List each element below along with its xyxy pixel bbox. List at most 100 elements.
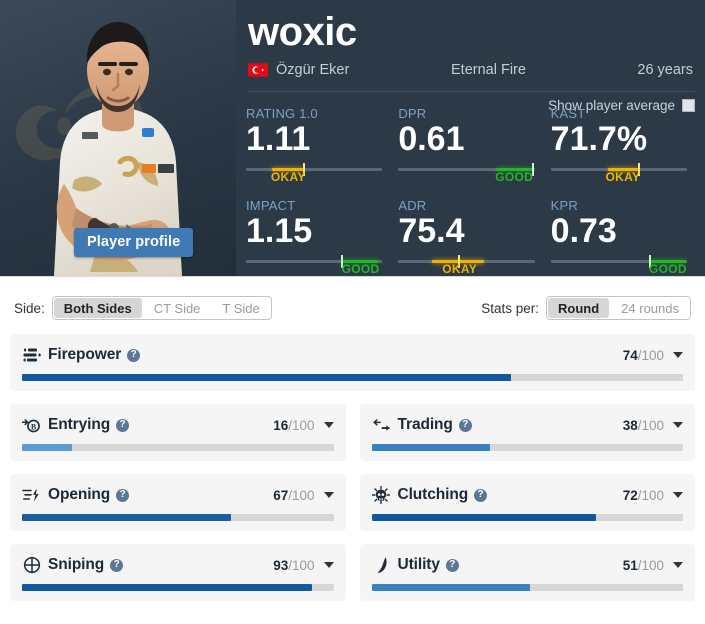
skill-progress-track [22,444,334,451]
stat-label: KAST [550,106,586,121]
utility-icon [372,556,391,575]
stat-quality: GOOD [648,262,687,276]
skill-progress-fill [22,514,231,521]
stat-value: 71.7% [550,120,648,158]
skill-card-utility[interactable]: Utility ? 51/100 [359,544,695,601]
skill-progress-track [22,514,334,521]
skill-title: Entrying [48,416,111,433]
side-filter: Side: Both Sides CT Side T Side [14,296,272,320]
side-segmented-control[interactable]: Both Sides CT Side T Side [51,296,272,320]
stat-dpr: DPR 0.61 GOOD [398,106,542,184]
chevron-down-icon[interactable] [673,352,683,358]
skill-score: 38/100 [622,417,664,433]
stat-quality: OKAY [442,262,478,276]
stat-quality: GOOD [341,262,380,276]
chevron-down-icon[interactable] [673,562,683,568]
side-option-t[interactable]: T Side [211,297,270,319]
stats-per-filter: Stats per: Round 24 rounds [481,296,691,320]
stat-value: 1.11 [246,120,311,158]
stat-kpr: KPR 0.73 GOOD [550,198,695,276]
skill-card-opening[interactable]: Opening ? 67/100 [10,474,346,531]
skill-progress-track [22,374,683,381]
chevron-down-icon[interactable] [673,422,683,428]
skill-cards: Firepower ? 74/100 B [10,334,695,601]
player-info-panel: woxic Özgür Eker Eternal Fire 26 years S… [236,0,705,276]
chevron-down-icon[interactable] [323,562,334,568]
svg-text:B: B [31,422,37,431]
stat-value: 0.61 [398,120,465,158]
opening-icon [22,486,41,505]
skill-title: Trading [397,416,453,433]
player-header: Player profile woxic Özgür Eker Eternal … [0,0,705,276]
skill-score: 72/100 [622,487,664,503]
skill-title: Clutching [397,486,469,503]
skill-progress-fill [22,584,312,591]
skill-progress-track [371,584,683,591]
skill-title: Sniping [48,556,105,573]
stat-quality: OKAY [270,170,306,184]
show-player-average-checkbox[interactable] [682,99,695,112]
stat-label: DPR [398,106,427,121]
help-icon[interactable]: ? [116,418,130,432]
side-option-both[interactable]: Both Sides [53,298,142,318]
stat-rating: RATING 1.0 1.11 OKAY [246,106,390,184]
skill-card-sniping[interactable]: Sniping ? 93/100 [10,544,346,601]
firepower-icon [22,346,41,365]
stats-per-label: Stats per: [481,300,540,316]
stat-quality: OKAY [605,170,641,184]
key-stats-grid: RATING 1.0 1.11 OKAY DPR 0.61 GOOD [246,106,695,276]
skill-card-clutching[interactable]: Clutching ? 72/100 [359,474,695,531]
stats-per-segmented-control[interactable]: Round 24 rounds [546,296,691,320]
trading-icon [372,416,391,435]
stat-value: 0.73 [550,212,617,250]
player-photo-panel: Player profile [0,0,236,276]
stat-bar: OKAY [398,255,535,276]
skill-score: 51/100 [622,557,664,573]
skill-progress-fill [371,584,531,591]
skill-title: Firepower [48,346,122,363]
stat-label: RATING 1.0 [246,106,318,121]
skill-progress-fill [371,514,596,521]
skill-card-trading[interactable]: Trading ? 38/100 [359,404,695,461]
help-icon[interactable]: ? [474,488,488,502]
player-profile-button[interactable]: Player profile [74,228,194,257]
stats-per-option-rounds[interactable]: 24 rounds [610,297,690,319]
chevron-down-icon[interactable] [673,492,683,498]
show-player-average-row[interactable]: Show player average [248,91,695,113]
entrying-icon: B [22,416,41,435]
skills-panel: Side: Both Sides CT Side T Side Stats pe… [0,276,705,624]
skill-score: 67/100 [273,487,315,503]
player-team: Eternal Fire [451,62,526,78]
clutching-icon [372,486,391,505]
stat-label: ADR [398,198,427,213]
skill-card-entrying[interactable]: B Entrying ? 16/100 [10,404,346,461]
stats-per-option-round[interactable]: Round [548,298,610,318]
stat-value: 75.4 [398,212,465,250]
help-icon[interactable]: ? [110,558,124,572]
sniping-icon [22,556,41,575]
stat-quality: GOOD [495,170,534,184]
chevron-down-icon[interactable] [323,492,334,498]
skill-card-firepower[interactable]: Firepower ? 74/100 [10,334,695,391]
player-age: 26 years [637,62,693,78]
player-meta-row: Özgür Eker Eternal Fire 26 years [248,58,695,82]
skill-progress-fill [371,444,490,451]
help-icon[interactable]: ? [116,488,130,502]
help-icon[interactable]: ? [445,558,459,572]
skill-progress-track [371,444,683,451]
help-icon[interactable]: ? [458,418,472,432]
show-player-average-label: Show player average [548,98,675,113]
stat-bar: OKAY [550,163,687,184]
side-option-ct[interactable]: CT Side [143,297,212,319]
stat-bar: GOOD [246,255,383,276]
turkey-flag-icon [248,63,268,77]
filter-controls: Side: Both Sides CT Side T Side Stats pe… [10,295,695,321]
stat-bar: GOOD [398,163,535,184]
help-icon[interactable]: ? [127,348,141,362]
side-filter-label: Side: [14,300,45,316]
skill-score: 93/100 [273,557,315,573]
skill-title: Opening [48,486,111,503]
chevron-down-icon[interactable] [323,422,334,428]
skill-progress-fill [22,444,72,451]
stat-label: KPR [550,198,578,213]
